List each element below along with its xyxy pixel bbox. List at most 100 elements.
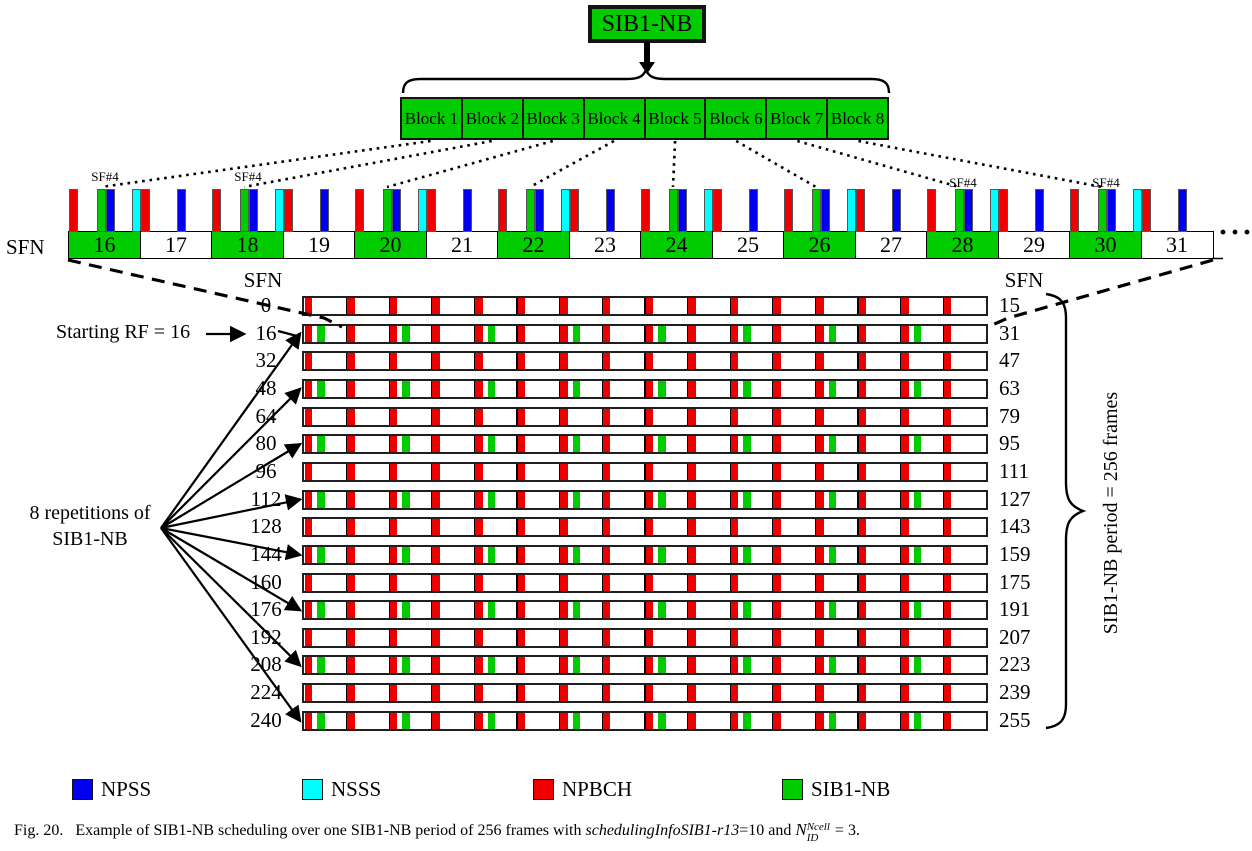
frame-separator: [900, 657, 902, 674]
npbch-mark: [560, 657, 568, 674]
repetitions-line2: SIB1-NB: [52, 528, 128, 550]
frame-separator: [559, 602, 561, 619]
frame-separator: [559, 325, 561, 342]
frame-separator: [473, 491, 476, 508]
frame-separator: [942, 629, 945, 646]
frame-separator: [601, 602, 604, 619]
row-label-left-32: 32: [255, 348, 277, 373]
frame-separator: [559, 629, 561, 646]
sib1-nb-box: SIB1-NB: [588, 5, 706, 43]
row-label-right-239: 239: [999, 680, 1031, 705]
npbch-mark: [560, 353, 568, 370]
row-label-right-79: 79: [999, 403, 1020, 428]
sib1-mark: [828, 546, 836, 563]
sib1-mark: [317, 602, 325, 619]
npbch-mark: [475, 408, 483, 425]
frame-separator: [814, 685, 817, 702]
npbch-mark: [389, 353, 398, 370]
npbch-mark: [304, 602, 313, 619]
npbch-mark: [602, 353, 611, 370]
grid-row-240: [302, 710, 988, 731]
sib1-mark: [743, 602, 751, 619]
npbch-mark: [475, 712, 483, 729]
npbch-mark: [304, 325, 313, 342]
sib1-mark: [572, 325, 581, 342]
npbch-mark: [304, 491, 313, 508]
npbch-bar-sfn19: [283, 189, 293, 232]
npbch-mark: [858, 574, 867, 591]
npbch-mark: [475, 436, 483, 453]
timeline-frame-17: 17: [139, 231, 213, 259]
frame-separator: [814, 657, 817, 674]
npbch-mark: [943, 685, 952, 702]
frame-separator: [686, 712, 689, 729]
npbch-mark: [645, 712, 654, 729]
npbch-mark: [560, 325, 568, 342]
frame-separator: [729, 380, 731, 397]
npbch-mark: [688, 353, 696, 370]
row-label-left-208: 208: [250, 652, 282, 677]
frame-separator: [601, 408, 604, 425]
sib1-mark: [828, 491, 836, 508]
row-label-right-63: 63: [999, 375, 1020, 400]
npss-bar-sfn24: [677, 189, 687, 232]
sib1-mark: [487, 325, 495, 342]
npbch-mark: [816, 712, 824, 729]
grid-sfn-left-header: SFN: [243, 268, 283, 292]
sib1-mark: [487, 546, 495, 563]
zoom-dashed-left: [67, 258, 343, 329]
timeline-frame-18: 18: [211, 231, 284, 259]
npbch-mark: [645, 408, 654, 425]
npbch-mark: [688, 712, 696, 729]
npss-bar-sfn21: [463, 189, 472, 232]
legend-label-npbch: NPBCH: [562, 776, 633, 801]
caption-math-scripts: Ncell ID: [807, 822, 830, 844]
npbch-mark: [432, 491, 440, 508]
npbch-mark: [730, 519, 739, 536]
npbch-mark: [858, 491, 867, 508]
npbch-mark: [517, 602, 526, 619]
npbch-mark: [432, 629, 440, 646]
block-4-dotted-link: [529, 139, 615, 189]
frame-separator: [644, 602, 646, 619]
timeline-frame-16: 16: [68, 231, 141, 259]
frame-separator: [516, 657, 518, 674]
frame-separator: [900, 685, 902, 702]
frame-separator: [601, 629, 604, 646]
block-1: Block 1: [402, 99, 461, 138]
row-label-right-47: 47: [999, 348, 1020, 373]
frame-separator: [516, 546, 518, 563]
frame-separator: [942, 436, 945, 453]
blocks-row: Block 1 Block 2 Block 3 Block 4 Block 5 Block…: [400, 97, 889, 140]
sib1-mark: [828, 380, 836, 397]
frame-separator: [772, 657, 774, 674]
frame-separator: [388, 602, 390, 619]
frame-separator: [857, 298, 859, 314]
timeline-frame-23: 23: [568, 231, 642, 259]
frame-separator: [559, 657, 561, 674]
frame-separator: [772, 712, 774, 729]
sf4-label-sfn30: SF#4: [1092, 175, 1120, 190]
npbch-mark: [816, 491, 824, 508]
frame-separator: [772, 685, 774, 702]
timeline-frame-29: 29: [997, 231, 1071, 259]
npbch-mark: [901, 657, 909, 674]
sib1-mark: [572, 436, 581, 453]
row-label-right-15: 15: [999, 293, 1020, 317]
frame-separator: [900, 546, 902, 563]
grid-row-160: [302, 572, 988, 593]
frame-separator: [686, 298, 689, 314]
npbch-mark: [517, 519, 526, 536]
npbch-mark: [560, 574, 568, 591]
npbch-mark: [475, 519, 483, 536]
npbch-mark: [304, 657, 313, 674]
frame-separator: [900, 380, 902, 397]
frame-separator: [686, 602, 689, 619]
sib1-mark: [913, 546, 922, 563]
npbch-mark: [517, 657, 526, 674]
frame-separator: [388, 380, 390, 397]
frame-separator: [729, 436, 731, 453]
npbch-mark: [602, 574, 611, 591]
frame-separator: [431, 408, 433, 425]
npbch-mark: [688, 491, 696, 508]
